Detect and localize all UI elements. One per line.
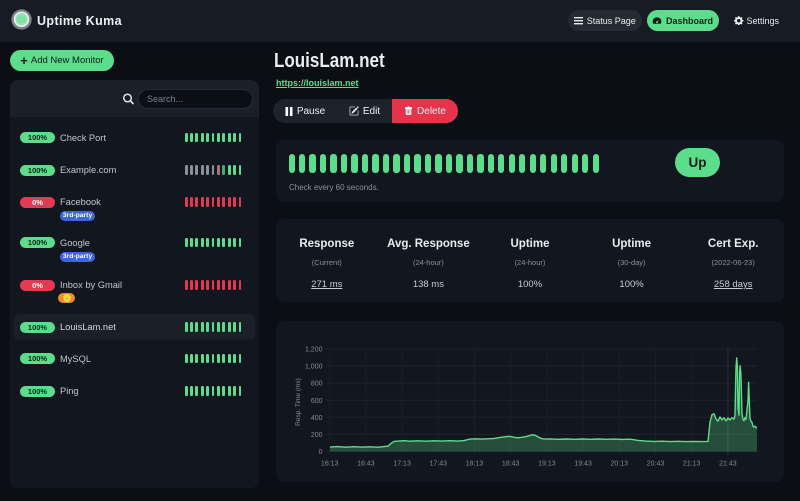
svg-text:17:13: 17:13	[393, 461, 411, 468]
svg-text:18:43: 18:43	[502, 461, 520, 468]
svg-text:16:13: 16:13	[321, 461, 339, 468]
svg-text:800: 800	[311, 381, 323, 388]
svg-text:16:43: 16:43	[357, 461, 375, 468]
svg-text:18:13: 18:13	[466, 461, 484, 468]
svg-text:19:13: 19:13	[538, 461, 556, 468]
svg-text:Resp. Time (ms): Resp. Time (ms)	[295, 378, 302, 426]
svg-text:19:43: 19:43	[574, 461, 592, 468]
svg-text:21:13: 21:13	[683, 461, 701, 468]
svg-text:600: 600	[311, 398, 323, 405]
svg-text:0: 0	[319, 449, 323, 456]
svg-text:400: 400	[311, 415, 323, 422]
svg-text:1,200: 1,200	[305, 347, 323, 354]
svg-text:200: 200	[311, 432, 323, 439]
svg-text:17:43: 17:43	[430, 461, 448, 468]
svg-text:20:43: 20:43	[647, 461, 665, 468]
svg-text:20:13: 20:13	[611, 461, 629, 468]
svg-text:1,000: 1,000	[305, 364, 323, 371]
svg-text:21:43: 21:43	[719, 461, 737, 468]
